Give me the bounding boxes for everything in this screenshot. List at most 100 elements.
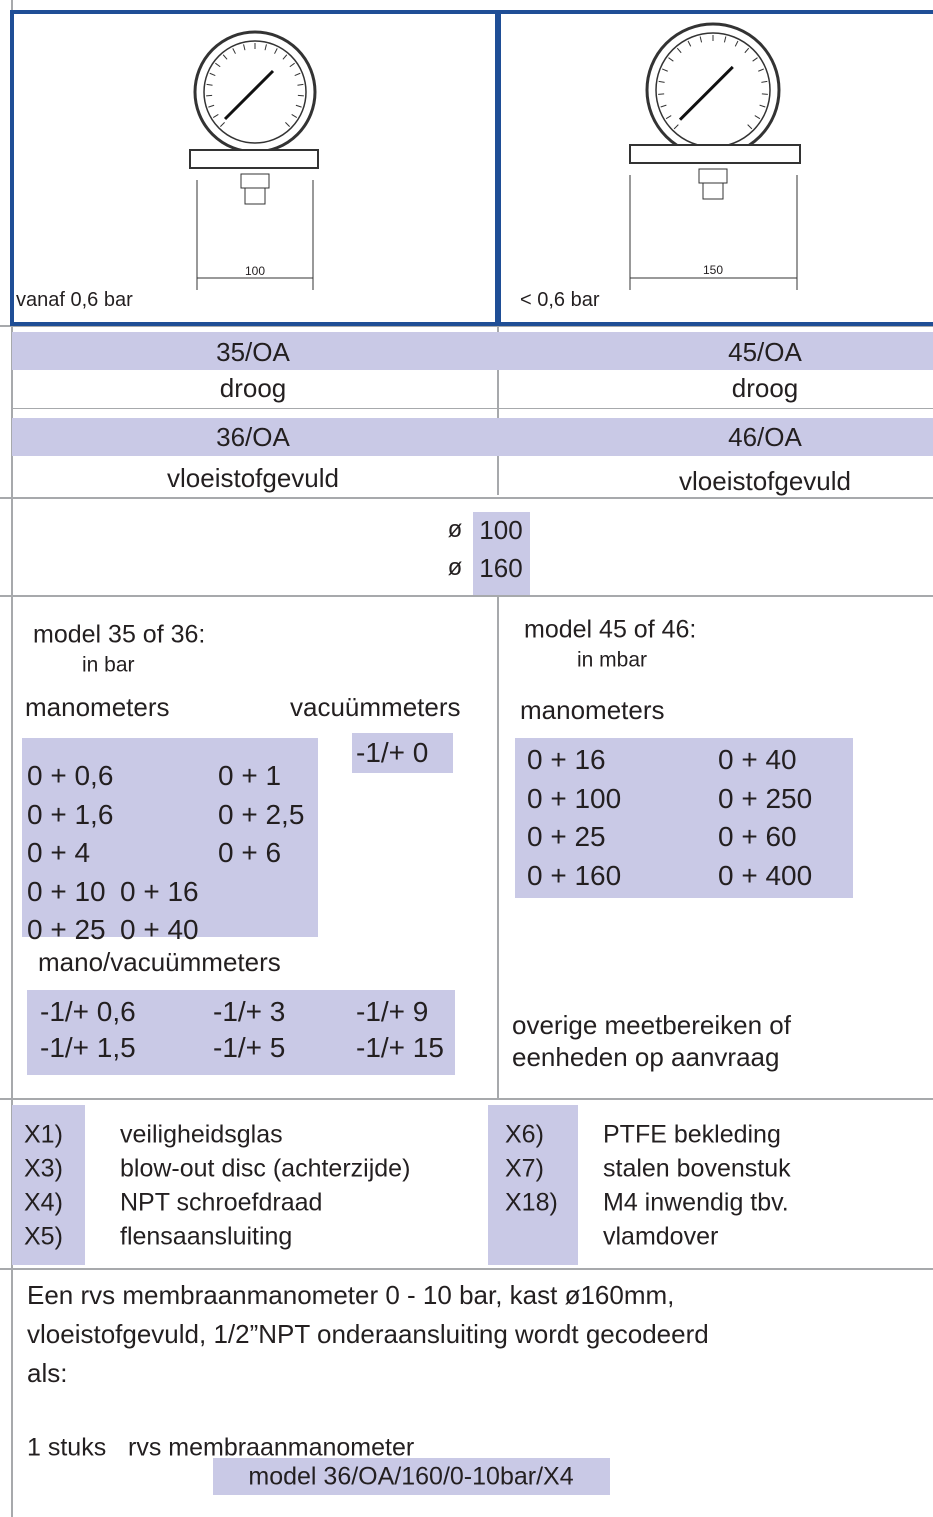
option-text: flensaansluiting xyxy=(120,1222,293,1251)
note: eenheden op aanvraag xyxy=(512,1042,780,1072)
label: mano/vacuümmeters xyxy=(38,947,281,977)
highlight xyxy=(473,512,530,595)
range: 0 + 1,6 xyxy=(27,798,114,830)
drawing-part xyxy=(209,72,216,77)
paragraph: als: xyxy=(27,1358,68,1388)
range: 0 + 400 xyxy=(718,859,813,891)
drawing-part xyxy=(193,30,317,154)
drawing-part xyxy=(289,62,295,68)
drawing-part xyxy=(734,40,739,47)
drawing-part xyxy=(702,182,724,200)
highlight xyxy=(488,1105,578,1265)
drawing-part xyxy=(752,57,758,62)
drawing-part xyxy=(747,124,753,130)
rule xyxy=(497,595,499,1098)
range: 0 + 2,5 xyxy=(218,798,305,830)
option-text: PTFE bekleding xyxy=(603,1120,781,1149)
range: -1/+ 0,6 xyxy=(40,996,136,1027)
unit: in bar xyxy=(82,653,135,677)
range: 0 + 16 xyxy=(527,744,606,775)
drawing-part xyxy=(294,72,301,77)
option-text: stalen bovenstuk xyxy=(603,1154,791,1183)
option-text: M4 inwendig tbv. xyxy=(603,1188,789,1217)
highlight xyxy=(515,738,853,898)
drawing-part xyxy=(222,54,228,60)
rule xyxy=(0,595,933,597)
item: rvs membraanmanometer xyxy=(128,1433,415,1462)
drawing-part xyxy=(223,69,275,121)
range: 0 + 250 xyxy=(718,782,813,814)
highlight xyxy=(213,1458,610,1495)
rule xyxy=(0,497,933,499)
range: 0 + 16 xyxy=(120,875,199,907)
range: 0 + 60 xyxy=(718,821,797,852)
label: manometers xyxy=(520,695,665,725)
range: 0 + 6 xyxy=(218,837,282,868)
range: 0 + 4 xyxy=(27,837,91,868)
range: 0 + 25 xyxy=(27,914,106,945)
dimension: 100 xyxy=(244,264,266,278)
drawing-part xyxy=(203,40,307,144)
drawing-part xyxy=(264,44,267,51)
range: 0 + 40 xyxy=(718,744,797,775)
paragraph: vloeistofgevuld, 1/2”NPT onderaansluitin… xyxy=(27,1319,709,1349)
drawing-part xyxy=(232,48,236,54)
option-text: veiligheidsglas xyxy=(120,1120,283,1149)
drawing-part xyxy=(282,54,288,60)
model-cell: 36/OA xyxy=(216,422,290,452)
heading: model 45 of 46: xyxy=(524,615,697,644)
range: -1/+ 9 xyxy=(356,996,429,1027)
option-code: X6) xyxy=(505,1120,544,1149)
highlight xyxy=(352,733,453,773)
drawing-part xyxy=(206,83,213,86)
option-code: X5) xyxy=(24,1222,63,1251)
range: -1/+ 3 xyxy=(213,996,286,1027)
order-code: model 36/OA/160/0-10bar/X4 xyxy=(248,1462,574,1491)
caption: < 0,6 bar xyxy=(520,289,600,311)
drawing-part xyxy=(723,36,727,43)
drawing-part xyxy=(215,62,221,68)
drawing-part xyxy=(744,47,750,54)
drawing-part xyxy=(243,44,246,51)
range: -1/+ 0 xyxy=(356,737,429,768)
drawing-part xyxy=(758,68,765,72)
option-code: X4) xyxy=(24,1188,63,1217)
model-cell: 35/OA xyxy=(216,337,290,367)
option-code: X3) xyxy=(24,1154,63,1183)
option-text: blow-out disc (achterzijde) xyxy=(120,1154,411,1183)
highlight xyxy=(12,332,933,370)
model-cell: droog xyxy=(219,373,287,403)
drawing-part xyxy=(658,80,665,83)
label: vacuümmeters xyxy=(290,692,461,722)
drawing-part xyxy=(244,187,266,205)
drawing-part xyxy=(291,114,298,119)
range: 0 + 10 xyxy=(27,875,106,907)
model-cell: 45/OA xyxy=(728,337,802,367)
drawing-part xyxy=(240,173,270,189)
highlight xyxy=(12,1105,85,1265)
drawing-part xyxy=(665,115,672,120)
diameter: 160 xyxy=(479,553,523,583)
diameter-symbol: ø xyxy=(447,516,463,543)
option-text: vlamdover xyxy=(603,1222,719,1251)
drawing-part xyxy=(285,122,291,128)
drawing-part xyxy=(274,48,278,54)
option-code: X1) xyxy=(24,1120,63,1149)
option-text: NPT schroefdraad xyxy=(120,1188,323,1217)
drawing-part xyxy=(212,114,219,119)
dimension: 150 xyxy=(702,263,724,277)
model-cell: vloeistofgevuld xyxy=(167,463,339,493)
drawing-part xyxy=(678,65,734,121)
rule xyxy=(11,0,13,1517)
range: 0 + 1 xyxy=(218,760,282,791)
paragraph: Een rvs membraanmanometer 0 - 10 bar, ka… xyxy=(27,1280,675,1310)
model-cell: droog xyxy=(731,373,799,403)
range: -1/+ 15 xyxy=(356,1032,444,1063)
unit: in mbar xyxy=(577,648,648,672)
note: overige meetbereiken of xyxy=(512,1010,791,1040)
drawing-part xyxy=(687,40,692,47)
quantity: 1 stuks xyxy=(27,1433,107,1462)
drawing-part xyxy=(676,47,682,54)
